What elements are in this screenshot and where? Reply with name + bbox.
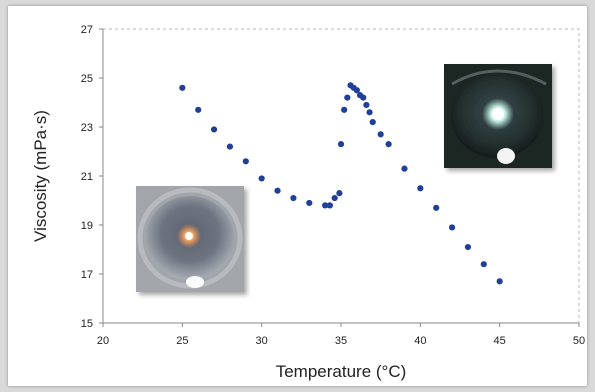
- data-point: [322, 202, 329, 209]
- y-tick-label: 21: [81, 171, 93, 183]
- data-point: [341, 106, 348, 113]
- inset-photo-high-temp: [444, 64, 552, 168]
- data-point: [344, 94, 351, 101]
- data-point: [496, 278, 503, 285]
- data-point: [337, 141, 345, 148]
- data-point: [336, 190, 343, 197]
- y-tick-label: 27: [81, 24, 93, 36]
- data-point: [401, 165, 408, 172]
- data-point: [195, 106, 202, 113]
- x-tick-label: 30: [256, 335, 268, 347]
- data-point: [369, 119, 376, 126]
- y-tick-label: 15: [81, 318, 93, 330]
- data-point: [377, 131, 384, 138]
- data-point: [480, 261, 487, 268]
- x-tick-label: 50: [573, 335, 585, 347]
- y-axis-label: Viscosity (mPa·s): [31, 110, 50, 242]
- x-axis-label: Temperature (°C): [276, 362, 407, 381]
- data-point: [464, 243, 472, 251]
- data-point: [326, 202, 333, 209]
- data-point: [366, 109, 373, 116]
- x-tick-label: 25: [176, 335, 188, 347]
- data-point: [179, 84, 186, 91]
- data-point: [363, 101, 370, 109]
- x-tick-label: 45: [494, 335, 506, 347]
- x-tick-label: 40: [414, 335, 426, 347]
- data-point: [353, 87, 360, 94]
- x-tick-label: 20: [97, 335, 109, 347]
- y-tick-label: 25: [81, 73, 93, 85]
- data-point: [210, 126, 218, 133]
- x-tick-label: 35: [335, 335, 347, 347]
- data-point: [385, 141, 392, 148]
- data-point: [331, 194, 338, 202]
- data-point: [306, 199, 313, 207]
- y-tick-label: 17: [81, 269, 93, 281]
- data-point: [360, 94, 367, 101]
- y-tick-label: 23: [81, 122, 93, 134]
- inset-photo-low-temp: [136, 186, 244, 292]
- data-points: [179, 82, 503, 285]
- data-point: [274, 187, 281, 194]
- data-point: [448, 224, 456, 231]
- y-tick-label: 19: [81, 220, 93, 232]
- data-point: [258, 175, 265, 182]
- x-tick-labels: 20 25 30 35 40 45 50: [97, 323, 585, 347]
- data-point: [226, 143, 234, 150]
- data-point: [433, 204, 440, 211]
- data-point: [290, 194, 297, 202]
- data-point: [417, 185, 424, 192]
- y-tick-labels: 15 17 19 21 23 25 27: [81, 24, 103, 330]
- data-point: [242, 158, 249, 165]
